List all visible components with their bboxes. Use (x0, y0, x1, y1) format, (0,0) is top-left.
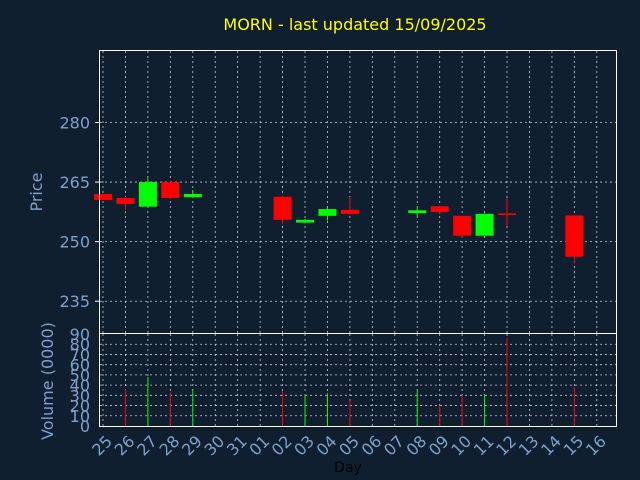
volume-tick-label-0: 0 (80, 417, 90, 436)
candle-body-15 (565, 215, 584, 257)
volume-tick-label-30: 30 (70, 386, 90, 405)
candle-body-25 (94, 193, 112, 200)
candle-body-05 (340, 209, 359, 214)
volume-axis-label: Volume (0000) (38, 322, 57, 440)
candle-body-11 (475, 213, 494, 236)
candle-body-28 (161, 182, 180, 198)
x-tick-label-16: 16 (582, 432, 610, 460)
volume-tick-label-40: 40 (70, 376, 90, 395)
price-tick-label-250: 250 (59, 233, 90, 252)
x-axis-label: Day (334, 460, 362, 476)
price-tick-label-265: 265 (59, 173, 90, 192)
price-tick-label-280: 280 (59, 113, 90, 132)
chart-title: MORN - last updated 15/09/2025 (223, 15, 486, 34)
volume-tick-label-50: 50 (70, 366, 90, 385)
price-axis-label: Price (27, 172, 46, 211)
volume-tick-label-60: 60 (70, 356, 90, 375)
candle-body-09 (430, 206, 449, 212)
volume-panel-frame (99, 333, 617, 427)
candle-body-03 (296, 219, 315, 223)
candle-body-02 (273, 196, 292, 220)
volume-tick-label-10: 10 (70, 407, 90, 426)
volume-tick-label-90: 90 (70, 325, 90, 344)
candle-body-26 (116, 197, 135, 204)
candle-body-04 (318, 209, 337, 216)
candle-body-12 (498, 213, 517, 215)
price-tick-label-235: 235 (59, 292, 90, 311)
volume-tick-label-80: 80 (70, 335, 90, 354)
candle-body-10 (453, 215, 472, 236)
candle-body-29 (183, 193, 202, 198)
volume-tick-label-70: 70 (70, 345, 90, 364)
candle-body-08 (408, 210, 427, 214)
volume-tick-label-20: 20 (70, 397, 90, 416)
candle-body-27 (138, 182, 157, 207)
